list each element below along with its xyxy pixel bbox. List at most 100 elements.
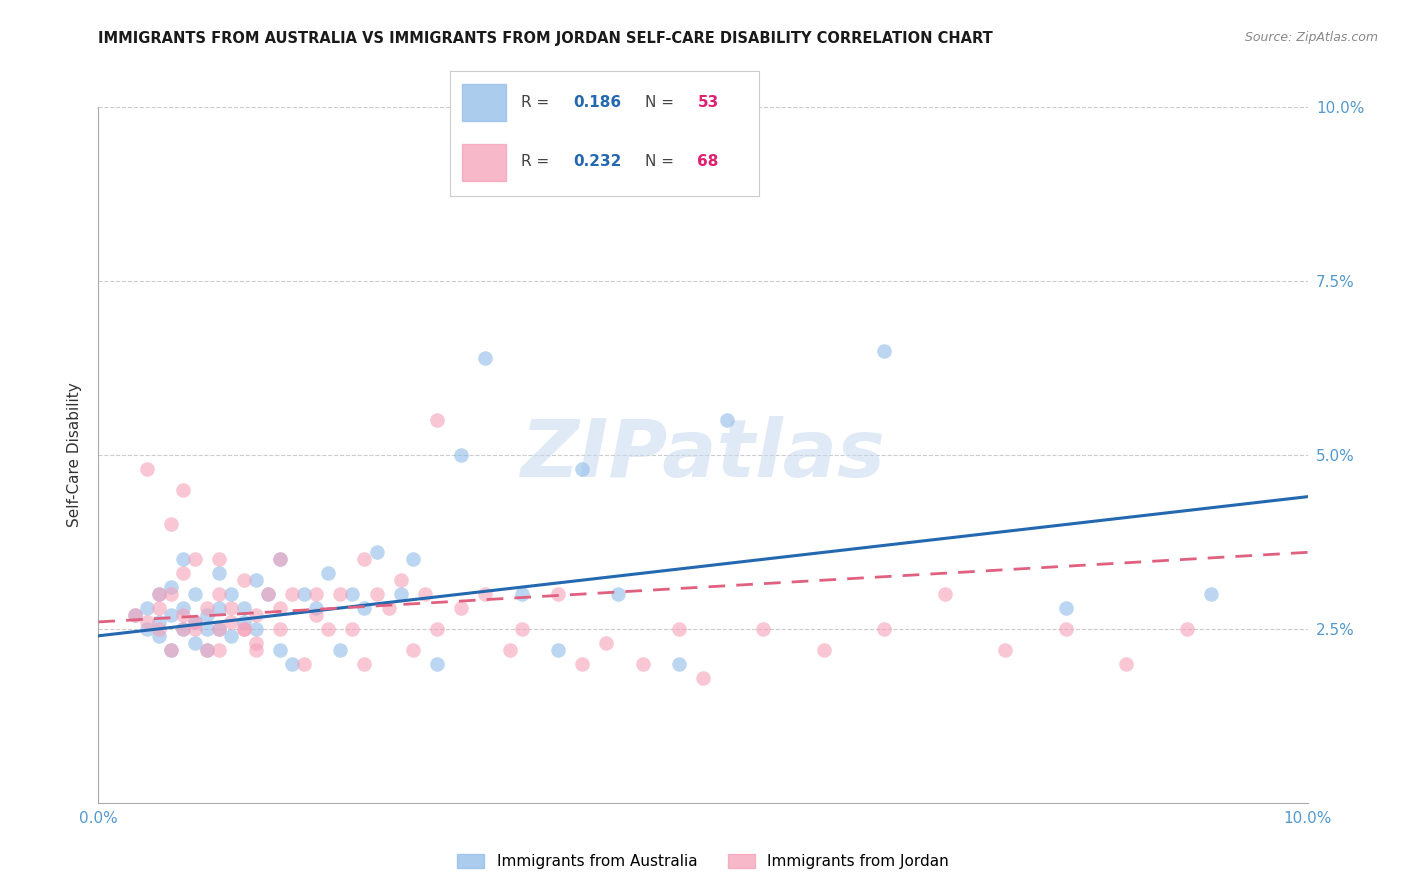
Point xyxy=(1054,601,1077,615)
Point xyxy=(450,601,472,615)
Point xyxy=(316,622,339,636)
Point xyxy=(316,566,339,581)
Point xyxy=(873,343,896,358)
Point xyxy=(184,552,207,566)
Point xyxy=(305,587,328,601)
Point xyxy=(245,573,267,587)
Point xyxy=(305,607,328,622)
Point xyxy=(124,607,146,622)
Point xyxy=(377,601,399,615)
Point xyxy=(692,100,714,114)
Point xyxy=(668,657,690,671)
Point xyxy=(195,622,218,636)
Point xyxy=(353,601,375,615)
Text: R =: R = xyxy=(522,95,554,110)
Point xyxy=(208,622,231,636)
Point xyxy=(595,636,617,650)
Point xyxy=(232,615,254,629)
Point xyxy=(402,642,425,657)
Point xyxy=(195,642,218,657)
Point xyxy=(342,587,364,601)
Point xyxy=(232,573,254,587)
Point xyxy=(148,601,170,615)
Point xyxy=(148,587,170,601)
Point xyxy=(668,622,690,636)
Point xyxy=(221,601,243,615)
Point xyxy=(172,566,194,581)
Point xyxy=(510,587,533,601)
Point xyxy=(292,657,315,671)
Point xyxy=(873,622,896,636)
Point xyxy=(631,657,654,671)
Text: IMMIGRANTS FROM AUSTRALIA VS IMMIGRANTS FROM JORDAN SELF-CARE DISABILITY CORRELA: IMMIGRANTS FROM AUSTRALIA VS IMMIGRANTS … xyxy=(98,31,993,46)
Point xyxy=(934,587,956,601)
Point xyxy=(232,622,254,636)
Point xyxy=(160,587,183,601)
Point xyxy=(172,622,194,636)
Point xyxy=(245,636,267,650)
Point xyxy=(208,642,231,657)
Text: Source: ZipAtlas.com: Source: ZipAtlas.com xyxy=(1244,31,1378,45)
Point xyxy=(160,607,183,622)
Text: ZIPatlas: ZIPatlas xyxy=(520,416,886,494)
Point xyxy=(426,413,449,427)
Point xyxy=(172,483,194,497)
Point xyxy=(426,657,449,671)
Point xyxy=(245,642,267,657)
Text: 0.232: 0.232 xyxy=(574,153,621,169)
Point xyxy=(281,587,304,601)
Point xyxy=(402,552,425,566)
Y-axis label: Self-Care Disability: Self-Care Disability xyxy=(67,383,83,527)
Point xyxy=(547,587,569,601)
Point xyxy=(692,671,714,685)
Point xyxy=(607,587,630,601)
Point xyxy=(208,566,231,581)
Point xyxy=(389,573,412,587)
Point xyxy=(135,601,157,615)
Point xyxy=(135,615,157,629)
Point xyxy=(160,517,183,532)
Text: N =: N = xyxy=(645,95,679,110)
Point xyxy=(366,587,388,601)
Point xyxy=(148,615,170,629)
Point xyxy=(184,622,207,636)
Point xyxy=(256,587,278,601)
Text: N =: N = xyxy=(645,153,679,169)
Point xyxy=(195,601,218,615)
Point xyxy=(329,587,352,601)
Point xyxy=(342,622,364,636)
Point xyxy=(366,545,388,559)
Point xyxy=(269,552,291,566)
Point xyxy=(413,587,436,601)
Point xyxy=(716,413,738,427)
Point xyxy=(184,615,207,629)
Point xyxy=(208,587,231,601)
Point xyxy=(160,642,183,657)
Point xyxy=(172,552,194,566)
Point xyxy=(269,622,291,636)
Point xyxy=(269,552,291,566)
Point xyxy=(208,622,231,636)
Point xyxy=(135,462,157,476)
Point xyxy=(232,601,254,615)
Point xyxy=(172,622,194,636)
Point xyxy=(160,580,183,594)
Point xyxy=(752,622,775,636)
Point xyxy=(184,636,207,650)
Point xyxy=(245,622,267,636)
Point xyxy=(281,657,304,671)
Point xyxy=(813,642,835,657)
Point xyxy=(1115,657,1137,671)
Point xyxy=(353,552,375,566)
Point xyxy=(208,552,231,566)
Point xyxy=(269,601,291,615)
Point xyxy=(195,607,218,622)
Point xyxy=(1175,622,1198,636)
Text: 53: 53 xyxy=(697,95,718,110)
Point xyxy=(994,642,1017,657)
Point xyxy=(510,622,533,636)
Point xyxy=(329,642,352,657)
Text: 0.186: 0.186 xyxy=(574,95,621,110)
Point xyxy=(353,657,375,671)
Point xyxy=(1054,622,1077,636)
